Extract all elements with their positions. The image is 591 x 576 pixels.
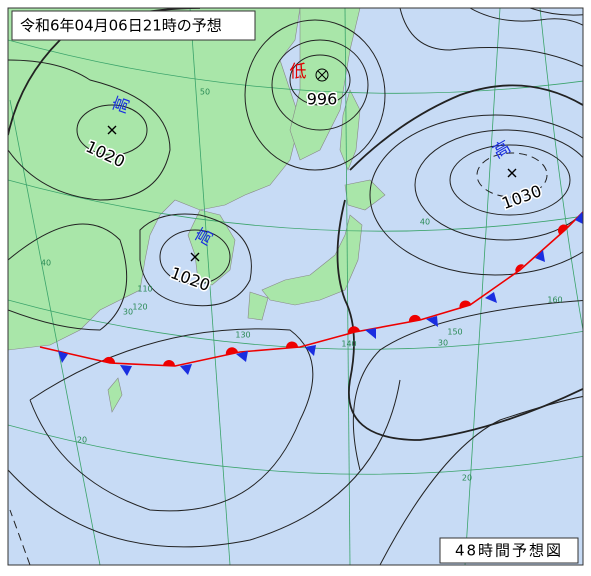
low-center-x bbox=[317, 70, 327, 80]
grid-label: 150 bbox=[447, 328, 462, 337]
grid-label: 50 bbox=[200, 88, 210, 97]
high-center-x bbox=[190, 252, 200, 262]
grid-label: 40 bbox=[41, 259, 51, 268]
low-center bbox=[315, 68, 329, 82]
land-continent bbox=[8, 8, 301, 351]
land-korea bbox=[187, 209, 236, 286]
map-border bbox=[7, 7, 584, 566]
grid-label: 30 bbox=[438, 339, 448, 348]
grid-label: 40 bbox=[420, 218, 430, 227]
system-kind: 高 bbox=[110, 94, 135, 117]
high-center-x bbox=[107, 125, 117, 135]
front-warm-symbols bbox=[103, 224, 568, 366]
system-pressure: 996 bbox=[307, 90, 338, 109]
footer-box bbox=[439, 537, 579, 564]
grid-label: 120 bbox=[132, 303, 147, 312]
grid-labels: 50 40 40 30 30 20 20 110 120 130 140 150 160 bbox=[41, 88, 563, 483]
grid-label: 160 bbox=[547, 296, 562, 305]
land-honshu bbox=[261, 214, 363, 306]
front-cold-symbols bbox=[58, 212, 583, 376]
grid-label: 30 bbox=[123, 308, 133, 317]
isobars bbox=[8, 8, 583, 565]
grid-label: 20 bbox=[462, 474, 472, 483]
grid-label: 20 bbox=[77, 436, 87, 445]
grid-label: 130 bbox=[235, 331, 250, 340]
grid-label: 110 bbox=[137, 285, 152, 294]
high-center-x bbox=[507, 168, 517, 178]
title-box bbox=[11, 10, 256, 41]
land-kyushu bbox=[247, 291, 269, 321]
title: 令和6年04月06日21時の予想 bbox=[20, 17, 222, 35]
land-taiwan bbox=[107, 377, 123, 413]
isobar-dashed bbox=[476, 152, 548, 198]
land-hokkaido bbox=[344, 179, 386, 211]
forecast-label: 48時間予想図 bbox=[455, 542, 563, 560]
system-kind: 低 bbox=[290, 62, 307, 82]
land-north bbox=[289, 8, 361, 161]
grid-label: 140 bbox=[341, 340, 356, 349]
